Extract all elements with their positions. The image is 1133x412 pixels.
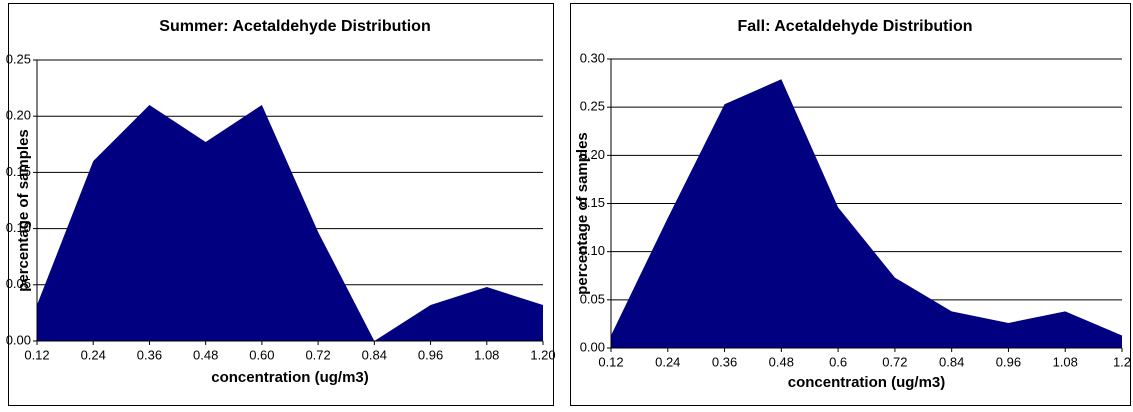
y-tick-label: 0.05 <box>580 291 605 306</box>
x-tick-label: 1.08 <box>1053 354 1078 369</box>
x-tick-label: 0.48 <box>193 347 218 362</box>
y-axis-title: percentage of samples <box>574 132 591 295</box>
x-tick-label: 0.96 <box>996 354 1021 369</box>
area <box>611 79 1122 348</box>
x-tick-label: 1.20 <box>530 347 555 362</box>
x-axis-title: concentration (ug/m3) <box>788 374 946 391</box>
y-tick-label: 0.00 <box>6 332 31 347</box>
y-axis-title: percentage of samples <box>15 129 32 292</box>
x-tick-label: 0.72 <box>882 354 907 369</box>
y-tick-label: 0.10 <box>580 243 605 258</box>
y-tick-label: 0.15 <box>6 164 31 179</box>
x-tick-label: 0.84 <box>362 347 387 362</box>
chart-title: Summer: Acetaldehyde Distribution <box>159 18 430 35</box>
x-tick-label: 0.36 <box>712 354 737 369</box>
x-tick-label: 0.36 <box>137 347 162 362</box>
x-tick-label: 0.24 <box>81 347 106 362</box>
x-tick-label: 0.48 <box>769 354 794 369</box>
x-tick-label: 0.24 <box>655 354 680 369</box>
y-tick-label: 0.10 <box>6 220 31 235</box>
y-tick-label: 0.05 <box>6 276 31 291</box>
y-tick-label: 0.00 <box>580 339 605 354</box>
x-tick-label: 0.72 <box>305 347 330 362</box>
x-tick-label: 1.08 <box>474 347 499 362</box>
y-tick-label: 0.25 <box>6 51 31 66</box>
x-tick-label: 0.12 <box>598 354 623 369</box>
chart-title: Fall: Acetaldehyde Distribution <box>738 18 973 35</box>
x-axis-title: concentration (ug/m3) <box>211 369 369 386</box>
y-tick-label: 0.25 <box>580 99 605 114</box>
y-tick-label: 0.20 <box>580 147 605 162</box>
x-tick-label: 0.6 <box>829 354 847 369</box>
y-tick-label: 0.15 <box>580 195 605 210</box>
area <box>37 104 543 342</box>
x-tick-label: 0.60 <box>249 347 274 362</box>
y-tick-label: 0.20 <box>6 108 31 123</box>
x-tick-label: 0.84 <box>939 354 964 369</box>
y-tick-label: 0.30 <box>580 50 605 65</box>
x-tick-label: 1.2 <box>1113 354 1131 369</box>
x-tick-label: 0.12 <box>24 347 49 362</box>
x-tick-label: 0.96 <box>418 347 443 362</box>
